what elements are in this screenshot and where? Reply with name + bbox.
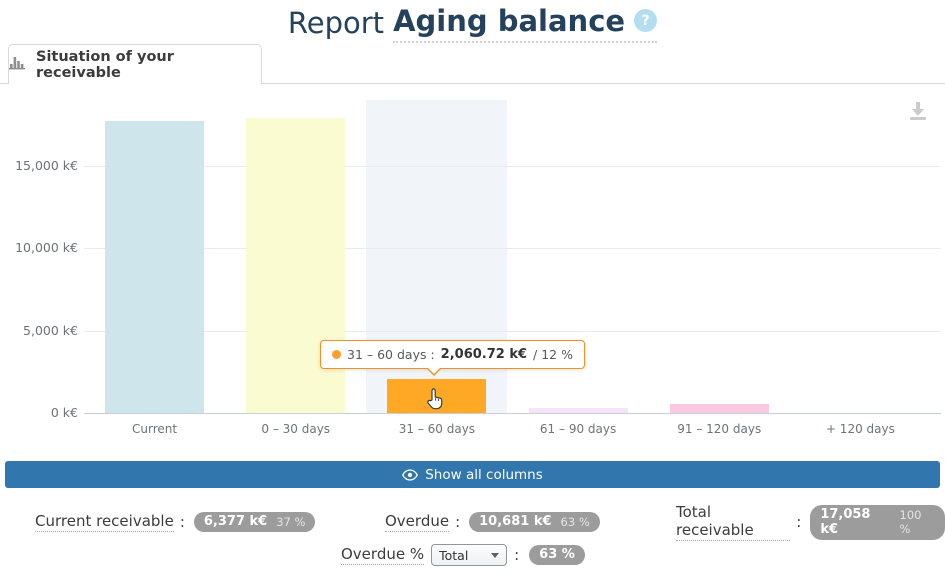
stat-value: 17,058 k€ bbox=[820, 506, 871, 537]
y-gridline bbox=[84, 330, 941, 332]
bar-61-90-days[interactable] bbox=[528, 408, 628, 413]
overdue-percent-row: Overdue % Total : 63 % bbox=[341, 543, 585, 567]
y-axis-tick-label: 0 k€ bbox=[50, 405, 78, 420]
colon: : bbox=[179, 513, 185, 531]
eye-icon bbox=[402, 468, 419, 481]
stat-total-receivable: Total receivable : 17,058 k€ 100 % bbox=[676, 503, 945, 541]
stat-overdue-badge: 10,681 k€ 63 % bbox=[469, 512, 600, 532]
page-title-prefix: Report bbox=[287, 6, 385, 40]
show-all-columns-button[interactable]: Show all columns bbox=[5, 461, 940, 488]
stat-value: 6,377 k€ bbox=[203, 514, 268, 529]
overdue-percent-label: Overdue % bbox=[341, 545, 425, 565]
page-header: Report Aging balance ? bbox=[0, 2, 945, 44]
bar-current[interactable] bbox=[105, 121, 205, 413]
overdue-percent-select-value: Total bbox=[439, 547, 469, 563]
x-axis-tick-label: 91 – 120 days bbox=[677, 422, 762, 436]
download-icon[interactable] bbox=[906, 100, 930, 122]
stat-percent: 100 % bbox=[899, 507, 922, 536]
stat-current-receivable-badge: 6,377 k€ 37 % bbox=[193, 512, 316, 532]
stat-current-receivable: Current receivable : 6,377 k€ 37 % bbox=[35, 510, 316, 534]
tooltip-value: 2,060.72 k€ bbox=[440, 347, 528, 362]
chart-tooltip: 31 – 60 days : 2,060.72 k€ / 12 % bbox=[320, 340, 585, 376]
y-axis-tick-label: 10,000 k€ bbox=[15, 240, 78, 256]
colon: : bbox=[796, 513, 802, 531]
stat-overdue-label: Overdue bbox=[385, 512, 450, 532]
stat-value: 10,681 k€ bbox=[479, 514, 552, 529]
stat-percent: 63 % bbox=[560, 514, 590, 529]
stat-overdue: Overdue : 10,681 k€ 63 % bbox=[385, 510, 600, 534]
overdue-percent-badge: 63 % bbox=[529, 545, 585, 565]
colon: : bbox=[514, 546, 520, 564]
x-axis-line bbox=[84, 413, 941, 414]
help-icon[interactable]: ? bbox=[634, 9, 658, 32]
aging-balance-chart: 0 k€ 5,000 k€ 10,000 k€ 15,000 k€ Current 0 –… bbox=[0, 84, 945, 460]
overdue-percent-select[interactable]: Total bbox=[431, 544, 508, 566]
stat-current-receivable-label: Current receivable bbox=[35, 512, 174, 532]
stat-value: 63 % bbox=[539, 547, 575, 562]
chevron-down-icon bbox=[491, 552, 500, 558]
y-axis-tick-label: 15,000 k€ bbox=[15, 157, 78, 173]
stat-total-receivable-badge: 17,058 k€ 100 % bbox=[810, 504, 945, 540]
tooltip-series-dot bbox=[332, 350, 341, 359]
x-axis-tick-label: + 120 days bbox=[825, 422, 895, 436]
page-title: Aging balance bbox=[393, 3, 626, 38]
tooltip-percent: / 12 % bbox=[533, 347, 573, 362]
hand-cursor-icon bbox=[424, 386, 448, 416]
bar-chart-icon bbox=[9, 55, 26, 74]
stat-percent: 37 % bbox=[276, 514, 306, 529]
y-axis-tick-label: 5,000 k€ bbox=[23, 322, 78, 338]
x-axis-tick-label: 61 – 90 days bbox=[539, 422, 617, 436]
x-axis-tick-label: 0 – 30 days bbox=[261, 422, 331, 436]
page-title-wrap: Aging balance ? bbox=[393, 3, 658, 43]
tab-divider bbox=[0, 83, 945, 84]
x-axis-tick-label: 31 – 60 days bbox=[398, 422, 476, 436]
tab-label: Situation of your receivable bbox=[36, 48, 174, 81]
y-gridline bbox=[84, 248, 941, 250]
chart-panel: 0 k€ 5,000 k€ 10,000 k€ 15,000 k€ Current 0 –… bbox=[0, 84, 945, 460]
x-axis-tick-label: Current bbox=[132, 422, 178, 436]
show-all-columns-label: Show all columns bbox=[425, 466, 543, 483]
colon: : bbox=[455, 513, 461, 531]
stat-total-receivable-label: Total receivable bbox=[676, 503, 791, 541]
y-gridline bbox=[84, 165, 941, 167]
tooltip-label: 31 – 60 days : bbox=[347, 347, 435, 362]
bar-91-120-days[interactable] bbox=[669, 403, 769, 413]
tab-situation-receivable[interactable]: Situation of your receivable bbox=[8, 44, 262, 84]
